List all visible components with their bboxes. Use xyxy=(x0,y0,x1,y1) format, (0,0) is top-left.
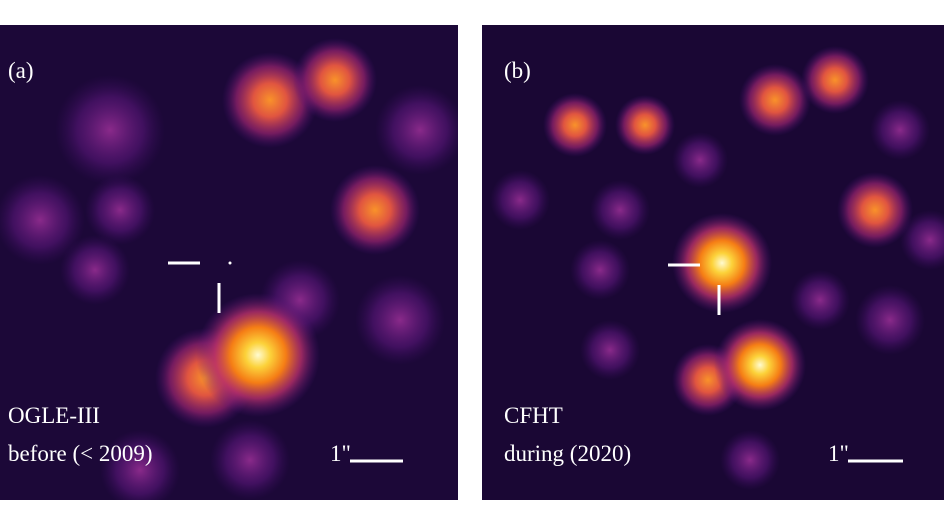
epoch: during (2020) xyxy=(504,441,631,466)
telescope: OGLE-III xyxy=(8,403,100,428)
panel-a: (a) OGLE-III before (< 2009) 1" xyxy=(0,25,458,500)
scale-label: 1" xyxy=(330,441,351,466)
panel-b: (b) CFHT during (2020) 1" xyxy=(482,25,944,500)
telescope: CFHT xyxy=(504,403,563,428)
epoch: before (< 2009) xyxy=(8,441,153,466)
panel-label: (b) xyxy=(504,58,531,83)
panel-label: (a) xyxy=(8,58,34,83)
scale-label: 1" xyxy=(828,441,849,466)
